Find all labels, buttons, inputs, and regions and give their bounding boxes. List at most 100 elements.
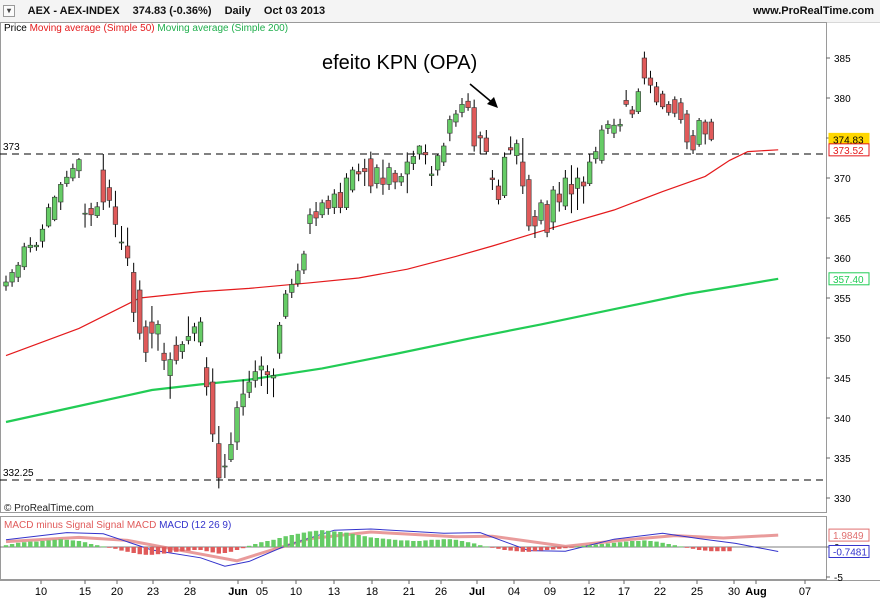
macd-histogram-bar	[88, 544, 94, 547]
candle-body	[39, 228, 46, 242]
candle	[216, 426, 222, 489]
macd-histogram-bar	[557, 547, 562, 549]
candle-body	[356, 171, 362, 175]
macd-histogram-bar	[107, 547, 112, 548]
price-tag-label: 357.40	[833, 275, 864, 286]
candle	[574, 167, 581, 210]
macd-histogram-bar	[484, 546, 489, 548]
candle	[9, 269, 15, 287]
candle	[52, 195, 58, 222]
candle	[422, 144, 429, 165]
candle-body	[489, 177, 496, 180]
annotation-text: efeito KPN (OPA)	[322, 52, 478, 74]
candle-body	[520, 161, 526, 187]
candle	[362, 158, 368, 186]
candle	[137, 280, 143, 340]
candle-body	[447, 119, 453, 134]
candle	[222, 454, 228, 478]
candle-body	[197, 321, 204, 343]
candle-body	[593, 151, 599, 160]
candle	[325, 195, 331, 215]
candle-body	[76, 159, 82, 172]
x-tick-label: 18	[366, 586, 378, 598]
candle	[191, 322, 198, 342]
y-tick-label: 380	[834, 94, 851, 105]
ma50-line	[5, 149, 779, 357]
candle-body	[398, 176, 404, 183]
candle	[392, 170, 398, 190]
candle	[167, 352, 173, 399]
candle	[88, 202, 94, 226]
candle	[428, 166, 435, 186]
macd-histogram-bar	[727, 547, 732, 552]
macd-histogram-bar	[599, 544, 605, 547]
macd-histogram-bar	[514, 547, 519, 552]
candle-body	[386, 167, 392, 185]
copyright-label: © ProRealTime.com	[4, 503, 94, 514]
candle	[337, 182, 344, 214]
candle	[483, 130, 489, 154]
x-tick-label: 21	[403, 586, 415, 598]
period-label: Daily	[224, 5, 251, 17]
candle-body	[15, 264, 21, 278]
macd-histogram-bar	[435, 539, 440, 547]
candle	[197, 317, 204, 346]
candle-body	[532, 216, 538, 227]
macd-histogram-bar	[198, 547, 203, 550]
x-tick-label: 30	[728, 586, 740, 598]
candle	[635, 88, 641, 114]
candle	[660, 90, 666, 110]
candle-body	[477, 135, 483, 139]
macd-histogram-bar	[471, 543, 477, 547]
quote-label: 374.83 (-0.36%)	[132, 5, 212, 17]
macd-histogram-bar	[642, 540, 647, 547]
candle	[204, 357, 210, 396]
ma200-legend: Moving average (Simple 200)	[157, 23, 289, 34]
macd-histogram-bar	[82, 542, 88, 547]
price-panel-frame	[0, 22, 827, 513]
level-label: 373	[3, 142, 20, 153]
macd-histogram-bar	[180, 547, 185, 552]
candle-body	[21, 246, 27, 268]
macd-histogram-bar	[630, 541, 635, 547]
macd-histogram-bar	[648, 541, 653, 547]
price-tag-box	[828, 272, 870, 286]
candle	[179, 341, 185, 359]
candle	[118, 226, 125, 250]
menu-icon[interactable]: ▾	[3, 5, 15, 18]
macd-histogram-bar	[332, 531, 337, 547]
date-label: Oct 03 2013	[263, 5, 326, 17]
candle	[501, 152, 508, 198]
candle	[495, 179, 502, 205]
candle	[234, 401, 240, 450]
candle	[33, 242, 39, 251]
signal-line	[5, 530, 779, 563]
candle	[690, 130, 696, 154]
candle-body	[568, 184, 575, 195]
candle-body	[465, 100, 471, 108]
macd-histogram-bar	[9, 544, 15, 547]
candle-body	[629, 109, 635, 115]
candle	[489, 170, 496, 190]
candle	[605, 120, 611, 134]
macd-legend-hist: MACD minus Signal	[4, 520, 94, 531]
macd-histogram-bar	[301, 532, 307, 547]
candle	[349, 166, 356, 193]
candle-body	[131, 272, 137, 313]
candle	[258, 356, 264, 386]
macd-histogram-bar	[617, 542, 623, 547]
candle-body	[45, 207, 52, 227]
macd-histogram-bar	[259, 542, 264, 547]
candle-body	[204, 367, 210, 388]
macd-histogram-bar	[174, 547, 179, 552]
candle-body	[666, 104, 672, 113]
candle	[556, 182, 562, 212]
macd-histogram-bar	[447, 539, 453, 547]
macd-histogram-bar	[192, 547, 197, 550]
candle-body	[246, 381, 252, 393]
candle	[696, 118, 702, 147]
candle-body	[295, 270, 301, 284]
candle-body	[264, 371, 271, 376]
candle-body	[270, 375, 277, 379]
